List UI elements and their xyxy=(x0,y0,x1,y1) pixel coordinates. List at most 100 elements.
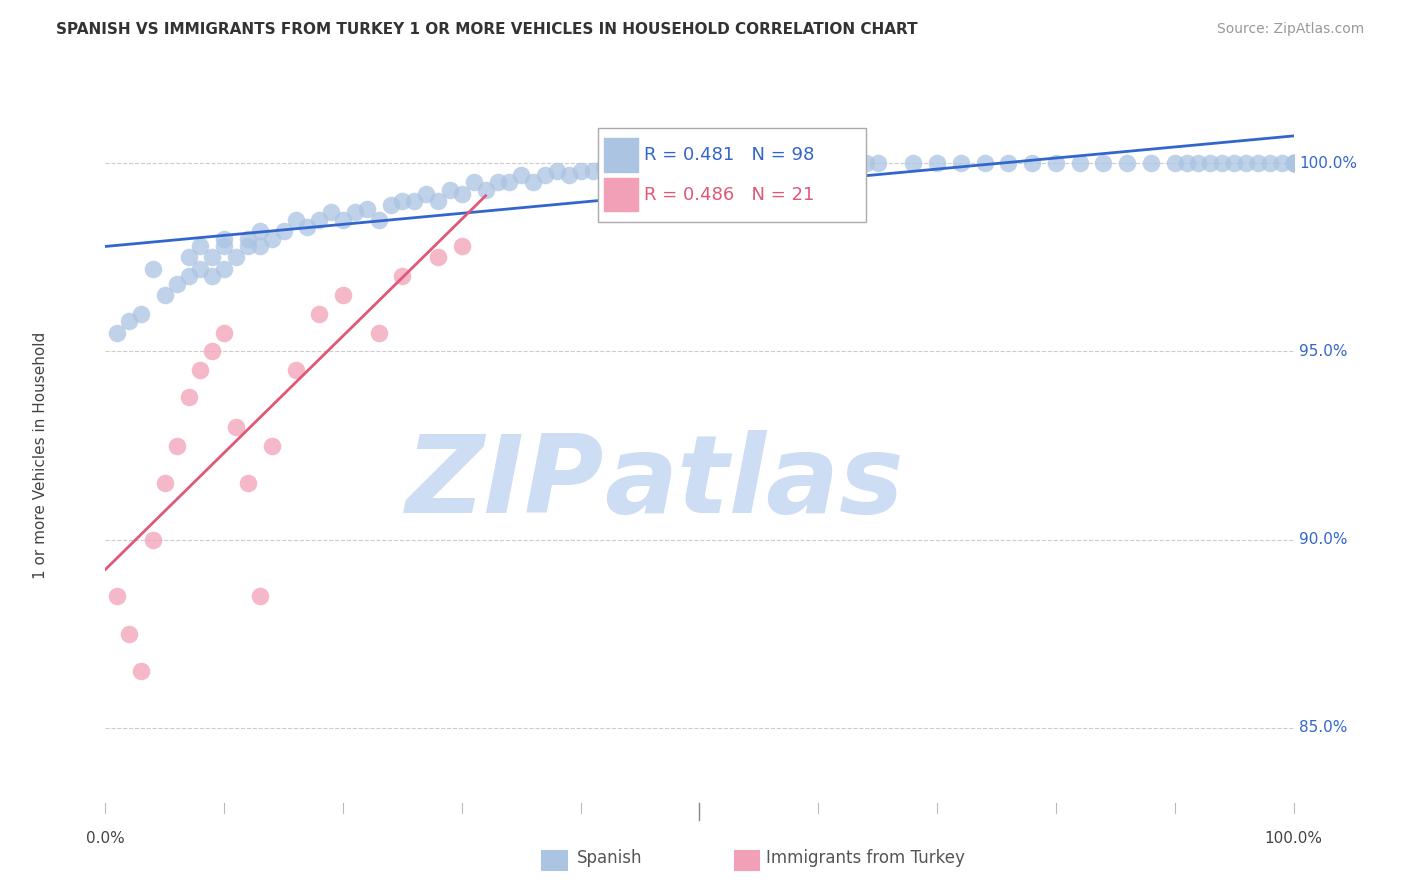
Text: 95.0%: 95.0% xyxy=(1299,344,1348,359)
Text: 100.0%: 100.0% xyxy=(1264,830,1323,846)
Point xyxy=(689,156,711,170)
Point xyxy=(105,326,128,340)
Text: 100.0%: 100.0% xyxy=(1299,156,1357,171)
Point xyxy=(1199,156,1222,170)
Point xyxy=(558,168,581,182)
Point xyxy=(1247,156,1270,170)
Point xyxy=(855,156,877,170)
Point xyxy=(260,232,283,246)
Point xyxy=(973,156,995,170)
Point xyxy=(593,160,616,174)
Text: 90.0%: 90.0% xyxy=(1299,532,1348,547)
Point xyxy=(214,232,236,246)
Point xyxy=(1282,156,1305,170)
Point xyxy=(450,186,472,201)
Text: R = 0.481   N = 98: R = 0.481 N = 98 xyxy=(644,146,814,164)
Point xyxy=(1140,156,1163,170)
Point xyxy=(1234,156,1257,170)
Point xyxy=(463,175,485,189)
Point xyxy=(522,175,544,189)
Point xyxy=(190,363,212,377)
Point xyxy=(807,156,830,170)
Point xyxy=(332,212,354,227)
Point xyxy=(214,326,236,340)
Text: 0.0%: 0.0% xyxy=(86,830,125,846)
FancyBboxPatch shape xyxy=(599,128,866,222)
Point xyxy=(214,239,236,253)
Point xyxy=(236,476,259,491)
Point xyxy=(214,261,236,276)
Point xyxy=(177,390,200,404)
Point xyxy=(450,239,472,253)
Point xyxy=(297,220,319,235)
Point xyxy=(1187,156,1209,170)
Point xyxy=(676,156,699,170)
Point xyxy=(735,156,758,170)
Point xyxy=(427,251,450,265)
Point xyxy=(427,194,450,208)
Point xyxy=(831,156,853,170)
Point xyxy=(249,589,271,603)
Point xyxy=(772,156,794,170)
Point xyxy=(1069,156,1091,170)
Point xyxy=(201,344,224,359)
Point xyxy=(201,269,224,284)
Text: 1 or more Vehicles in Household: 1 or more Vehicles in Household xyxy=(32,331,48,579)
Point xyxy=(249,239,271,253)
Point xyxy=(748,156,770,170)
Point xyxy=(439,183,461,197)
Point xyxy=(1223,156,1246,170)
Point xyxy=(1271,156,1294,170)
Point xyxy=(201,251,224,265)
Point xyxy=(665,156,688,170)
Point xyxy=(1282,156,1305,170)
Point xyxy=(759,156,782,170)
Point xyxy=(391,269,413,284)
Text: atlas: atlas xyxy=(605,430,904,536)
Text: R = 0.486   N = 21: R = 0.486 N = 21 xyxy=(644,186,814,203)
Text: ZIP: ZIP xyxy=(406,430,605,536)
Point xyxy=(308,307,330,321)
Point xyxy=(1282,156,1305,170)
Point xyxy=(249,224,271,238)
Point xyxy=(105,589,128,603)
Bar xyxy=(605,178,638,211)
Point xyxy=(474,183,496,197)
Point xyxy=(1116,156,1139,170)
Point xyxy=(308,212,330,227)
Point xyxy=(321,205,343,219)
Point xyxy=(391,194,413,208)
Point xyxy=(1045,156,1067,170)
Point xyxy=(129,664,152,678)
Point xyxy=(190,261,212,276)
Text: 85.0%: 85.0% xyxy=(1299,720,1348,735)
Point xyxy=(1211,156,1233,170)
Point xyxy=(997,156,1019,170)
Point xyxy=(641,156,664,170)
Point xyxy=(925,156,948,170)
Point xyxy=(153,476,176,491)
Point xyxy=(404,194,426,208)
Point xyxy=(510,168,533,182)
Point xyxy=(284,363,307,377)
Point xyxy=(142,261,165,276)
Point xyxy=(1175,156,1198,170)
Point xyxy=(153,288,176,302)
Point xyxy=(818,156,841,170)
Point xyxy=(486,175,509,189)
Point xyxy=(903,156,925,170)
Point xyxy=(177,251,200,265)
Point xyxy=(546,164,568,178)
Point xyxy=(166,438,188,452)
Point xyxy=(652,156,675,170)
Point xyxy=(142,533,165,547)
Point xyxy=(129,307,152,321)
Point xyxy=(236,232,259,246)
Point xyxy=(783,156,806,170)
Text: Immigrants from Turkey: Immigrants from Turkey xyxy=(766,849,965,867)
Point xyxy=(1258,156,1281,170)
Point xyxy=(118,314,141,328)
Point xyxy=(842,156,865,170)
Point xyxy=(343,205,366,219)
Point xyxy=(569,164,592,178)
